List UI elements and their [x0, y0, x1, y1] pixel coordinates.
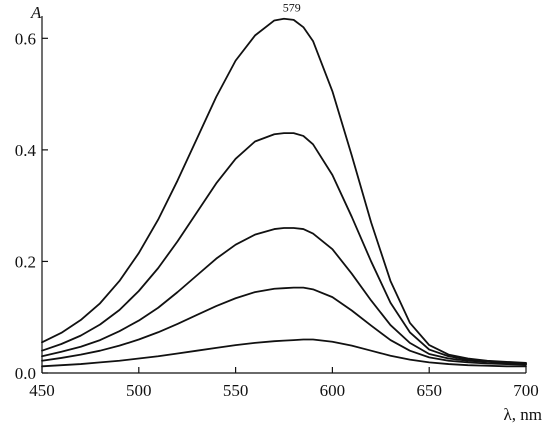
x-tick-label: 450 — [29, 381, 55, 400]
peak-wavelength-annotation: 579 — [283, 0, 301, 14]
y-tick-label: 0.0 — [15, 364, 36, 383]
x-tick-label: 700 — [513, 381, 539, 400]
spectrum-curve — [41, 17, 527, 364]
x-tick-label: 650 — [416, 381, 442, 400]
y-axis-label: A — [30, 3, 42, 22]
y-tick-label: 0.4 — [15, 141, 37, 160]
axes — [41, 16, 526, 374]
y-tick-label: 0.2 — [15, 252, 36, 271]
spectrum-curve — [41, 286, 527, 366]
series — [41, 17, 527, 368]
spectrum-curve — [41, 227, 527, 365]
x-tick-label: 600 — [320, 381, 346, 400]
x-tick-label: 550 — [223, 381, 249, 400]
y-ticks: 0.0 0.2 0.4 0.6 — [15, 29, 48, 383]
spectrum-curve — [41, 132, 527, 365]
x-ticks: 450 500 550 600 650 700 — [29, 367, 539, 400]
y-tick-label: 0.6 — [15, 29, 36, 48]
x-tick-label: 500 — [126, 381, 152, 400]
x-axis-label: λ, nm — [504, 405, 542, 424]
spectrum-curve — [41, 338, 527, 368]
